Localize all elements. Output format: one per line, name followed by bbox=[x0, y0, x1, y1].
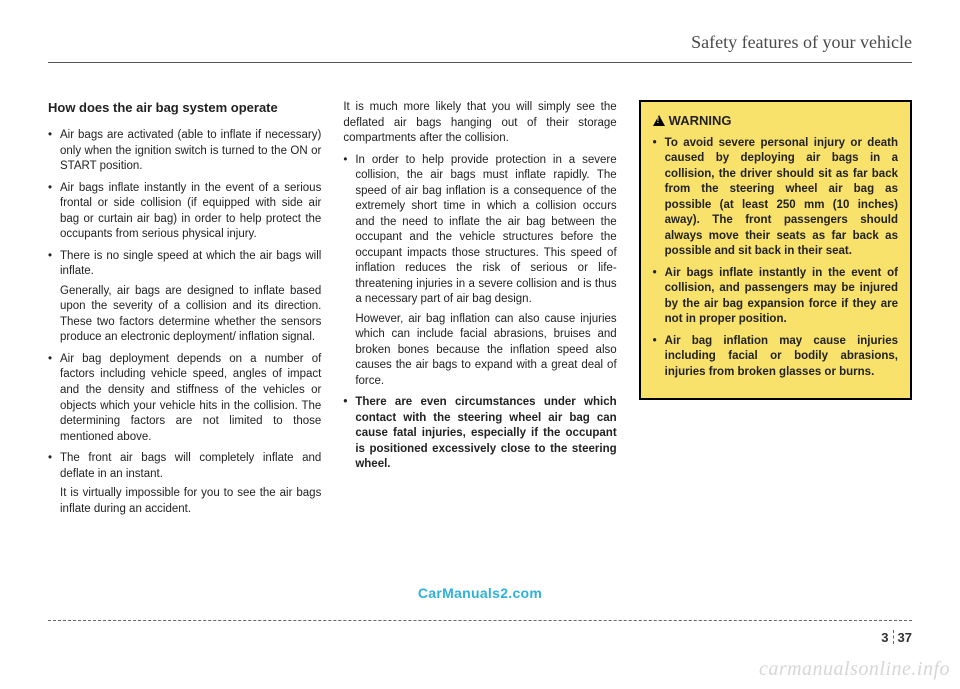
item-sub: It is virtually impossible for you to se… bbox=[60, 486, 321, 517]
warning-title: WARNING bbox=[653, 112, 898, 130]
warning-box: WARNING To avoid severe personal injury … bbox=[639, 100, 912, 400]
header-rule bbox=[48, 62, 912, 63]
item-text: There is no single speed at which the ai… bbox=[60, 250, 321, 278]
list-item-bold: There are even circumstances under which… bbox=[343, 395, 616, 473]
item-text: In order to help provide protection in a… bbox=[355, 154, 616, 306]
section-title: Safety features of your vehicle bbox=[691, 32, 912, 53]
item-text: The front air bags will completely infla… bbox=[60, 452, 321, 480]
item-text: There are even circumstances under which… bbox=[355, 396, 616, 470]
page-header: Safety features of your vehicle bbox=[48, 32, 912, 70]
manual-page: Safety features of your vehicle How does… bbox=[0, 0, 960, 689]
warning-item: Air bag inflation may cause injuries inc… bbox=[653, 334, 898, 381]
page-chapter: 3 bbox=[881, 630, 888, 645]
item-text: Air bags are activated (able to inflate … bbox=[60, 129, 321, 172]
list-item: There is no single speed at which the ai… bbox=[48, 249, 321, 346]
col2-lead: It is much more likely that you will sim… bbox=[343, 100, 616, 147]
col1-list: Air bags are activated (able to inflate … bbox=[48, 128, 321, 517]
page-page: 37 bbox=[898, 630, 912, 645]
warning-title-text: WARNING bbox=[669, 113, 732, 128]
content-columns: How does the air bag system operate Air … bbox=[48, 100, 912, 523]
col1-heading: How does the air bag system operate bbox=[48, 100, 321, 116]
watermark-text: CarManuals2.com bbox=[418, 585, 542, 601]
page-sep bbox=[893, 630, 894, 644]
item-sub: Generally, air bags are designed to infl… bbox=[60, 284, 321, 346]
list-item: Air bags are activated (able to inflate … bbox=[48, 128, 321, 175]
footer-rule bbox=[48, 620, 912, 621]
col2-list: In order to help provide protection in a… bbox=[343, 153, 616, 473]
warning-item: To avoid severe personal injury or death… bbox=[653, 136, 898, 260]
item-text: Air bag deployment depends on a number o… bbox=[60, 353, 321, 443]
warning-item: Air bags inflate instantly in the event … bbox=[653, 266, 898, 328]
column-2: It is much more likely that you will sim… bbox=[343, 100, 616, 523]
list-item: Air bags inflate instantly in the event … bbox=[48, 181, 321, 243]
list-item: Air bag deployment depends on a number o… bbox=[48, 352, 321, 445]
site-watermark: carmanualsonline.info bbox=[759, 658, 950, 681]
item-sub: However, air bag inflation can also caus… bbox=[355, 312, 616, 390]
page-number: 3 37 bbox=[881, 630, 912, 645]
column-1: How does the air bag system operate Air … bbox=[48, 100, 321, 523]
list-item: In order to help provide protection in a… bbox=[343, 153, 616, 390]
list-item: The front air bags will completely infla… bbox=[48, 451, 321, 517]
column-3: WARNING To avoid severe personal injury … bbox=[639, 100, 912, 523]
item-text: Air bags inflate instantly in the event … bbox=[60, 182, 321, 241]
warning-list: To avoid severe personal injury or death… bbox=[653, 136, 898, 381]
warning-icon bbox=[653, 115, 665, 126]
